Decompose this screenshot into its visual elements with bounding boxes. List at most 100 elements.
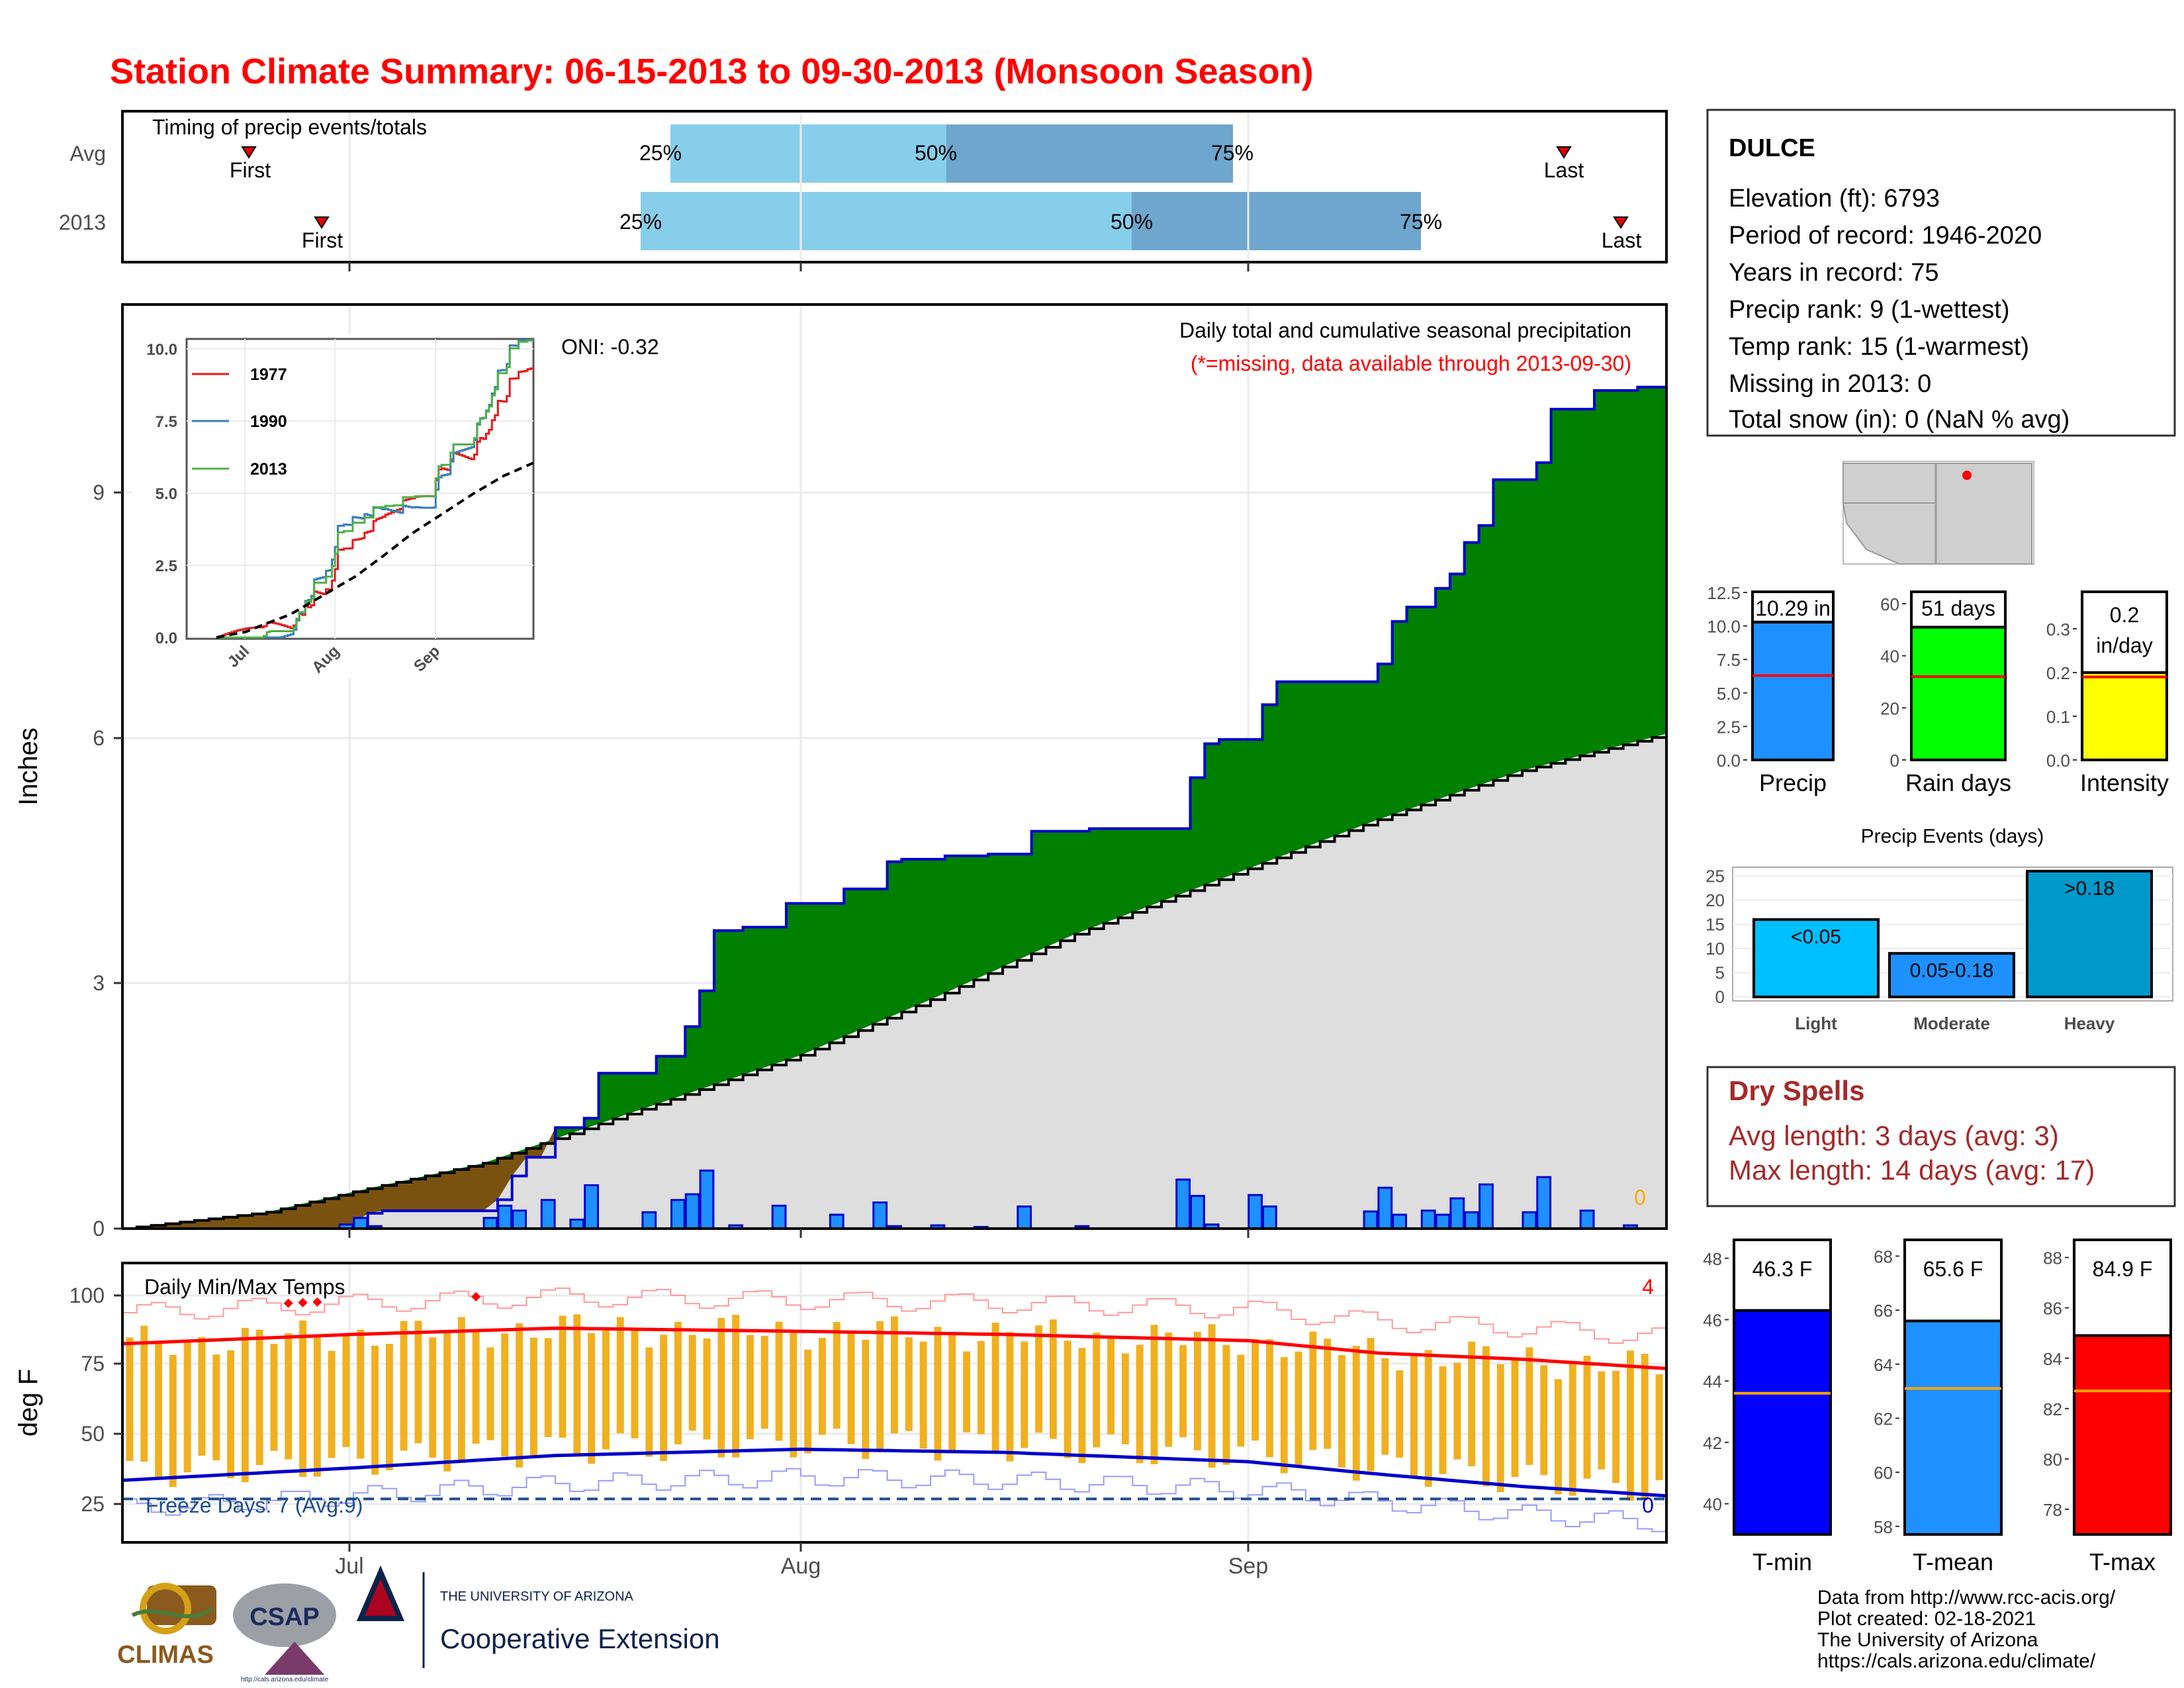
daily-precip-bar — [497, 1204, 513, 1230]
events-bar-value: 0.05-0.18 — [1910, 960, 1994, 982]
intensity-summary-ytick: 0.3 — [2046, 620, 2070, 639]
intensity-summary-ytick: 0.2 — [2046, 663, 2070, 683]
daily-temp-bar — [1612, 1370, 1620, 1483]
tmin-summary-ytick: 44 — [1703, 1372, 1722, 1391]
events-ytick: 10 — [1706, 939, 1725, 959]
inset-ytick-5: 5.0 — [156, 485, 177, 503]
seasonal-summary-bars: 0.0 2.5 5.0 7.5 10.0 12.5 10.29 in Precip 0 20 40 6… — [1707, 583, 2169, 796]
tmax-summary: 78 80 82 84 86 88 84.9 F T-max — [2043, 1239, 2172, 1575]
daily-temp-bar — [255, 1329, 263, 1466]
daily-temp-bar — [1381, 1358, 1389, 1455]
2013-timing-bar-late — [1132, 192, 1421, 250]
rain-days-summary-ytick: 60 — [1880, 594, 1899, 614]
timing-label: Timing of precip events/totals — [152, 115, 427, 139]
daily-temp-bar — [1193, 1331, 1201, 1450]
record-low-count: 0 — [1642, 1493, 1654, 1517]
record-high-marker — [471, 1291, 481, 1301]
daily-temp-bar — [1367, 1338, 1375, 1472]
daily-temp-bar — [588, 1333, 596, 1464]
inset-legend-1977: 1977 — [250, 365, 287, 384]
tmin-summary-value-box — [1733, 1239, 1832, 1312]
avg-p75: 75% — [1211, 141, 1253, 165]
daily-temp-bar — [559, 1315, 567, 1438]
precip-summary-ytick: 5.0 — [1717, 684, 1741, 704]
daily-temp-bar — [1006, 1332, 1014, 1462]
inset-chart: 1977 1990 2013 0.0 2.5 5.0 7.5 10.0 Jul … — [132, 334, 535, 679]
daily-precip-bar — [699, 1169, 715, 1230]
daily-precip-bar — [584, 1184, 600, 1230]
precip-ylabel: Inches — [14, 727, 43, 806]
precip-summary-ytick: 12.5 — [1707, 583, 1741, 603]
daily-temp-bar — [414, 1321, 422, 1444]
avg-first-marker — [241, 146, 257, 159]
2013-p75: 75% — [1400, 210, 1442, 234]
daily-temp-bar — [977, 1340, 985, 1434]
daily-temp-bar — [1598, 1371, 1606, 1470]
intensity-summary-bar — [2081, 671, 2168, 761]
rain-days-summary-ytick: 20 — [1880, 698, 1899, 718]
ytick-temp-50: 50 — [81, 1422, 105, 1446]
csap-cloud — [233, 1583, 336, 1647]
daily-temp-bar — [516, 1323, 523, 1468]
daily-temp-bar — [544, 1338, 552, 1437]
events-bar-label: Light — [1795, 1013, 1837, 1033]
precip-summary-bar — [1751, 620, 1835, 762]
station-missing: Missing in 2013: 0 — [1729, 370, 1931, 398]
tmax-summary-value: 84.9 F — [2093, 1257, 2153, 1281]
rain-days-summary-label: Rain days — [1905, 769, 2011, 796]
avg-first-label: First — [230, 158, 271, 182]
daily-temp-bar — [833, 1322, 841, 1429]
daily-temp-bar — [530, 1337, 537, 1456]
daily-temp-bar — [616, 1317, 624, 1434]
credit-created: Plot created: 02-18-2021 — [1817, 1608, 2036, 1630]
daily-precip-bar — [1479, 1183, 1494, 1230]
ytick-precip-6: 6 — [93, 726, 105, 750]
daily-temp-bar — [457, 1317, 465, 1464]
temp-heading: Daily Min/Max Temps — [144, 1275, 345, 1299]
tmax-summary-value-box — [2073, 1239, 2172, 1337]
daily-temp-bar — [1035, 1325, 1042, 1433]
events-ytick: 0 — [1715, 987, 1725, 1007]
credit-url: https://cals.arizona.edu/climate/ — [1817, 1650, 2096, 1672]
daily-precip-bar — [670, 1199, 686, 1230]
precip-summary-ytick: 7.5 — [1717, 650, 1741, 670]
tmean-summary-label: T-mean — [1913, 1548, 1993, 1575]
daily-precip-bar — [512, 1209, 527, 1230]
daily-temp-bar — [227, 1350, 234, 1479]
precip-panel-frame — [121, 303, 1668, 1230]
university-a-emblem — [356, 1565, 405, 1621]
tmax-summary-label: T-max — [2089, 1548, 2156, 1575]
tmin-summary-ytick: 48 — [1703, 1249, 1722, 1269]
ytick-precip-3: 3 — [93, 971, 105, 995]
daily-temp-bar — [1165, 1333, 1173, 1447]
daily-temp-bar — [1396, 1370, 1404, 1458]
precip-events-chart: Precip Events (days) 0 5 10 15 20 25 <0.05 Ligh… — [1706, 825, 2173, 1033]
2013-p25: 25% — [619, 210, 662, 234]
events-ytick: 20 — [1706, 890, 1725, 910]
xtick-sep: Sep — [1228, 1554, 1269, 1579]
daily-temp-bar — [919, 1341, 927, 1449]
footer-credits: Data from http://www.rcc-acis.org/ Plot … — [1817, 1587, 2116, 1672]
daily-temp-bar — [819, 1338, 826, 1435]
tmin-summary-ytick: 46 — [1703, 1311, 1722, 1331]
daily-precip-bar — [1248, 1194, 1263, 1230]
station-precip-rank: Precip rank: 9 (1-wettest) — [1729, 296, 2009, 324]
tmean-summary-ytick: 58 — [1874, 1517, 1893, 1537]
average-cumulative-area — [122, 733, 1666, 1229]
daily-precip-bar — [829, 1213, 844, 1230]
daily-temp-bar — [1583, 1356, 1591, 1479]
station-years: Years in record: 75 — [1729, 259, 1939, 287]
daily-temp-bar — [155, 1343, 162, 1479]
daily-precip-bar — [1449, 1197, 1465, 1230]
daily-temp-bar — [1280, 1357, 1288, 1474]
tmax-summary-bar — [2073, 1334, 2172, 1536]
inset-ytick-2-5: 2.5 — [156, 557, 177, 575]
daily-temp-bar — [790, 1332, 797, 1458]
inset-legend-2013: 2013 — [250, 460, 287, 479]
daily-temp-bar — [486, 1347, 494, 1440]
oni-value: ONI: -0.32 — [561, 335, 659, 359]
events-bar — [2026, 870, 2153, 998]
2013-first-label: First — [302, 228, 343, 252]
daily-temp-bar — [1569, 1364, 1576, 1496]
precip-heading: Daily total and cumulative seasonal prec… — [1179, 318, 1631, 342]
